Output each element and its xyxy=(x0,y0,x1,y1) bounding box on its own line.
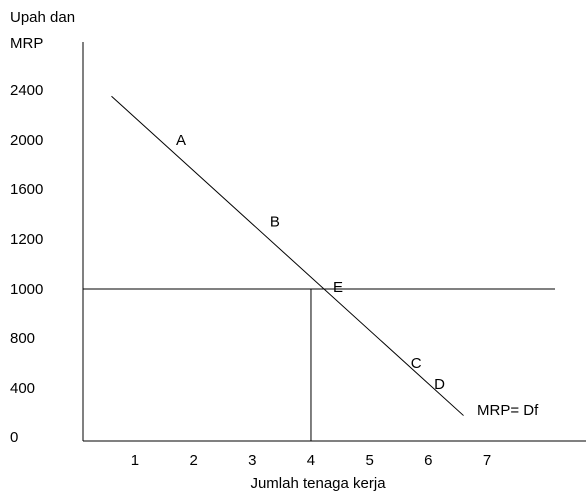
x-tick-label: 7 xyxy=(483,452,491,469)
y-tick-labels: 0 400 800 1000 1200 1600 2000 2400 xyxy=(10,82,43,446)
x-tick-label: 4 xyxy=(307,452,315,469)
series-label-mrp: MRP= Df xyxy=(477,402,539,419)
y-tick-label: 1600 xyxy=(10,181,43,198)
point-label-e: E xyxy=(333,279,343,296)
x-tick-label: 3 xyxy=(248,452,256,469)
point-label-b: B xyxy=(270,214,280,231)
y-tick-label: 800 xyxy=(10,330,35,347)
y-tick-label: 0 xyxy=(10,429,18,446)
point-labels: A B CD xyxy=(176,132,445,393)
point-label-c: C xyxy=(411,355,422,372)
y-tick-label: 2400 xyxy=(10,82,43,99)
x-tick-label: 6 xyxy=(424,452,432,469)
y-tick-label: 2000 xyxy=(10,132,43,149)
x-tick-label: 5 xyxy=(365,452,373,469)
point-label-d: D xyxy=(434,376,445,393)
y-axis-title-line2: MRP xyxy=(10,35,43,52)
y-tick-label: 400 xyxy=(10,380,35,397)
y-tick-label: 1000 xyxy=(10,281,43,298)
point-label-a: A xyxy=(176,132,186,149)
x-tick-label: 2 xyxy=(189,452,197,469)
x-tick-label: 1 xyxy=(131,452,139,469)
y-axis-title-line1: Upah dan xyxy=(10,9,75,26)
x-axis-title: Jumlah tenaga kerja xyxy=(250,475,386,492)
mrp-demand-line xyxy=(111,95,464,416)
x-tick-labels: 1 2 3 4 5 6 7 xyxy=(131,452,491,469)
y-tick-label: 1200 xyxy=(10,231,43,248)
